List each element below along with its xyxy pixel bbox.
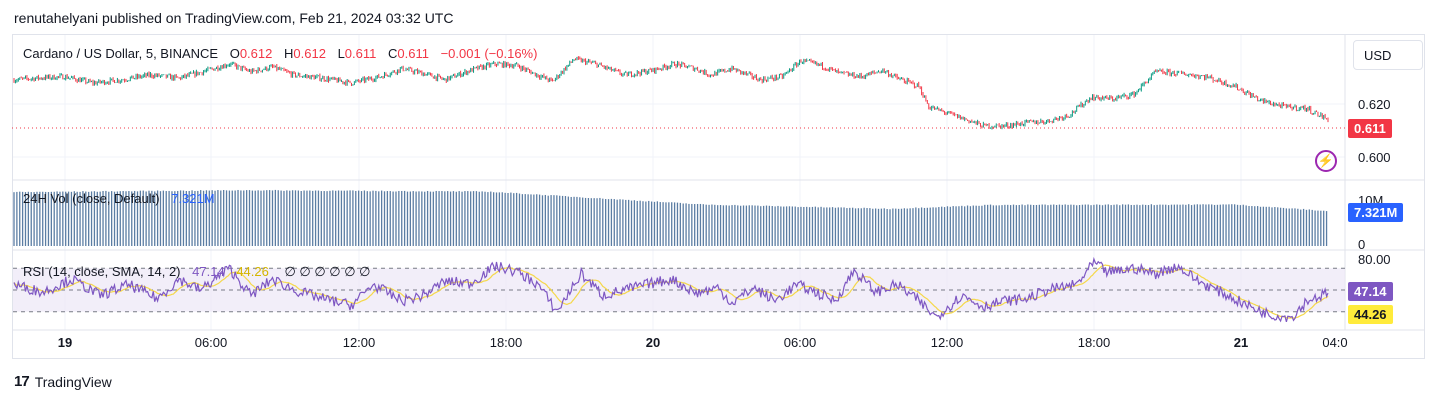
volume-tick-zero: 0 xyxy=(1358,237,1366,252)
publisher-line: renutahelyani published on TradingView.c… xyxy=(14,10,454,26)
rsi-legend: RSI (14, close, SMA, 14, 2) 47.14 44.26 … xyxy=(23,264,371,280)
tradingview-brand[interactable]: 17 TradingView xyxy=(14,373,112,390)
ticker-legend: Cardano / US Dollar, 5, BINANCE O0.612 H… xyxy=(23,46,537,61)
open-label: O xyxy=(229,46,240,61)
open-value: 0.612 xyxy=(239,46,273,61)
currency-button[interactable]: USD xyxy=(1353,40,1423,70)
low-label: L xyxy=(337,46,345,61)
current-price-tag: 0.611 xyxy=(1348,119,1392,138)
time-label-0400: 04:0 xyxy=(1322,335,1348,350)
time-label-1200: 12:00 xyxy=(342,335,376,350)
rsi-sma-legend-value: 44.26 xyxy=(236,264,269,279)
time-label-19: 19 xyxy=(57,335,73,350)
change-value: −0.001 (−0.16%) xyxy=(440,46,538,61)
rsi-legend-label[interactable]: RSI (14, close, SMA, 14, 2) xyxy=(23,264,181,279)
brand-name: TradingView xyxy=(34,373,112,390)
volume-legend: 24H Vol (close, Default) 7.321M xyxy=(23,191,215,206)
price-tick-high: 0.620 xyxy=(1358,97,1391,112)
time-label-21: 21 xyxy=(1233,335,1249,350)
time-label-1800-b: 18:00 xyxy=(1077,335,1111,350)
volume-current-tag: 7.321M xyxy=(1348,203,1404,222)
volume-legend-value: 7.321M xyxy=(171,191,215,206)
rsi-series xyxy=(13,256,1329,323)
volume-legend-label[interactable]: 24H Vol (close, Default) xyxy=(23,191,160,206)
rsi-tick-80: 80.00 xyxy=(1358,252,1391,267)
chart-frame[interactable] xyxy=(12,34,1425,359)
tradingview-logo-icon: 17 xyxy=(14,373,30,390)
time-label-1200-b: 12:00 xyxy=(930,335,964,350)
time-label-20: 20 xyxy=(645,335,661,350)
rsi-line xyxy=(13,256,1329,323)
volume-series xyxy=(13,189,1328,246)
low-value: 0.611 xyxy=(344,46,377,61)
alert-bolt-icon[interactable]: ⚡ xyxy=(1315,150,1337,172)
rsi-sma-tag: 44.26 xyxy=(1348,305,1393,324)
high-label: H xyxy=(284,46,294,61)
time-label-0600-b: 06:00 xyxy=(783,335,817,350)
high-value: 0.612 xyxy=(293,46,326,61)
time-label-0600: 06:00 xyxy=(194,335,228,350)
time-label-1800: 18:00 xyxy=(489,335,523,350)
rsi-band xyxy=(13,267,1345,313)
close-value: 0.611 xyxy=(397,46,429,61)
price-tick-low: 0.600 xyxy=(1358,150,1391,165)
rsi-legend-value: 47.14 xyxy=(192,264,225,279)
rsi-legend-extras: ∅ ∅ ∅ ∅ ∅ ∅ xyxy=(284,264,371,279)
grid-lines xyxy=(13,35,1424,331)
close-label: C xyxy=(388,46,398,61)
candlestick-series xyxy=(13,56,1329,130)
symbol-name[interactable]: Cardano / US Dollar, 5, BINANCE xyxy=(23,46,219,61)
rsi-value-tag: 47.14 xyxy=(1348,282,1393,301)
